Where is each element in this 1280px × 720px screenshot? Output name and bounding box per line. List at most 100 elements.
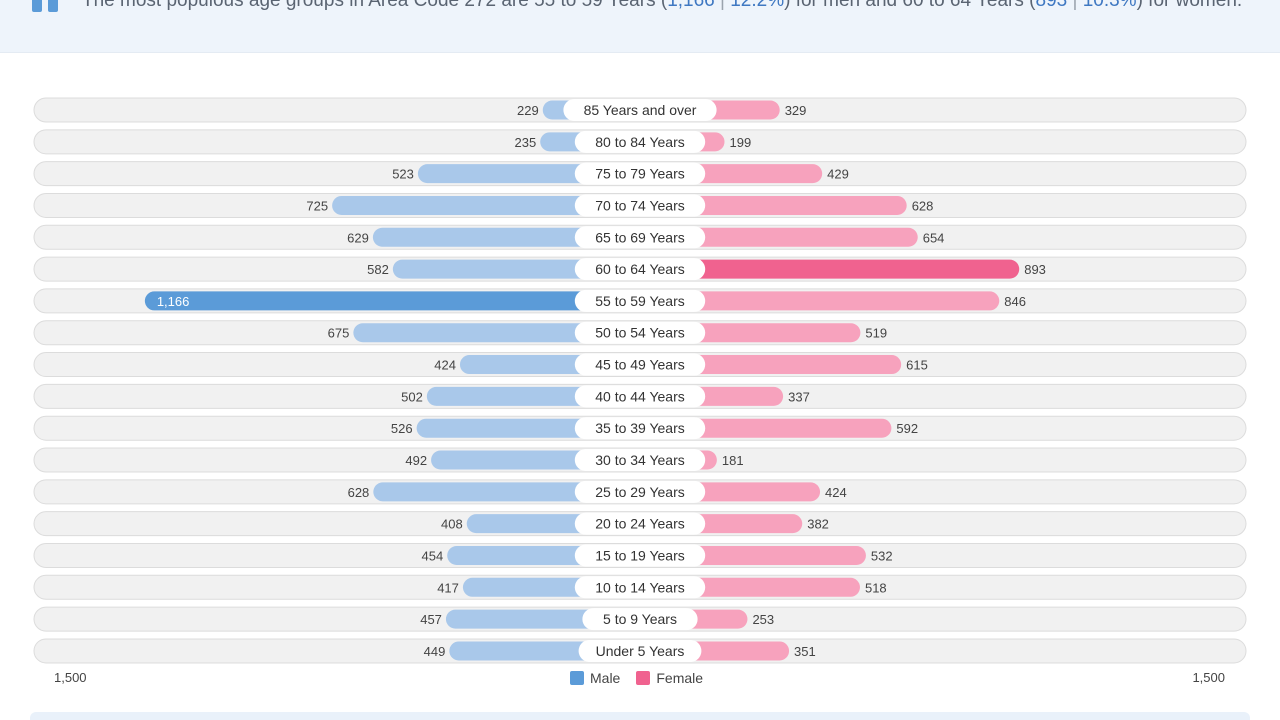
- female-value-label: 329: [785, 103, 807, 118]
- male-value-label: 492: [405, 453, 427, 468]
- category-label: 60 to 64 Years: [595, 261, 685, 277]
- female-bar: [640, 227, 918, 247]
- category-pill: [574, 385, 706, 408]
- quote-icon: [32, 0, 58, 12]
- legend-label-female: Female: [656, 670, 704, 686]
- female-value-label: 181: [722, 453, 744, 468]
- female-value-label: 532: [871, 548, 893, 563]
- category-label: 85 Years and over: [584, 102, 697, 118]
- category-label: 30 to 34 Years: [595, 452, 685, 468]
- female-bar: [640, 291, 1000, 311]
- category-label: 20 to 24 Years: [595, 516, 685, 532]
- male-value-label: 629: [347, 230, 369, 245]
- female-value-label: 628: [912, 198, 934, 213]
- axis-label-left: 1,500: [54, 670, 87, 685]
- male-value-label: 424: [434, 358, 456, 373]
- male-bar: [332, 195, 640, 215]
- summary-male-percent: 12.2%: [730, 0, 785, 11]
- summary-separator: |: [1067, 0, 1083, 11]
- female-value-label: 424: [825, 485, 847, 500]
- female-value-label: 592: [896, 421, 918, 436]
- category-label: 35 to 39 Years: [595, 420, 685, 436]
- summary-male-count: 1,166: [667, 0, 715, 11]
- male-value-label: 235: [515, 135, 537, 150]
- summary-prefix: The most populous age groups in Area Cod…: [82, 0, 668, 11]
- male-bar: [144, 291, 640, 311]
- category-pill: [574, 226, 706, 249]
- category-pill: [574, 289, 706, 312]
- category-label: 25 to 29 Years: [595, 484, 685, 500]
- category-label: 10 to 14 Years: [595, 579, 685, 595]
- category-label: 5 to 9 Years: [603, 611, 677, 627]
- category-pill: [574, 130, 706, 153]
- category-pill: [574, 321, 706, 344]
- male-value-label: 502: [401, 389, 423, 404]
- category-label: 50 to 54 Years: [595, 325, 685, 341]
- category-pill: [574, 480, 706, 503]
- summary-female-percent: 10.3%: [1082, 0, 1137, 11]
- summary-banner: The most populous age groups in Area Cod…: [0, 0, 1280, 53]
- summary-text: The most populous age groups in Area Cod…: [82, 0, 1242, 12]
- category-pill: [574, 544, 706, 567]
- male-value-label: 628: [348, 485, 370, 500]
- female-bar: [640, 259, 1020, 279]
- female-value-label: 519: [865, 326, 887, 341]
- female-value-label: 429: [827, 167, 849, 182]
- female-bar: [640, 355, 902, 375]
- category-label: 45 to 49 Years: [595, 357, 685, 373]
- category-label: 65 to 69 Years: [595, 229, 685, 245]
- female-value-label: 351: [794, 644, 816, 659]
- male-value-label: 526: [391, 421, 413, 436]
- female-value-label: 518: [865, 580, 887, 595]
- summary-suffix: ) for women.: [1136, 0, 1243, 11]
- male-bar: [353, 323, 640, 343]
- summary-female-count: 893: [1035, 0, 1068, 11]
- category-pill: [574, 576, 706, 599]
- category-label: 80 to 84 Years: [595, 134, 685, 150]
- female-value-label: 893: [1024, 262, 1046, 277]
- legend-item-male[interactable]: Male: [570, 670, 620, 686]
- population-pyramid-chart: 229 329 85 Years and over 235 199 80 to 84 Ye…: [33, 97, 1247, 664]
- category-label: 55 to 59 Years: [595, 293, 685, 309]
- category-pill: [574, 258, 706, 281]
- category-pill: [578, 639, 702, 662]
- female-value-label: 846: [1004, 294, 1026, 309]
- male-value-label: 523: [392, 167, 414, 182]
- category-pill: [563, 99, 717, 121]
- male-value-label: 417: [437, 580, 459, 595]
- category-pill: [582, 608, 698, 631]
- category-label: 70 to 74 Years: [595, 197, 685, 213]
- category-pill: [574, 353, 706, 376]
- legend-item-female[interactable]: Female: [636, 670, 703, 686]
- axis-label-right: 1,500: [1192, 670, 1225, 685]
- male-value-label: 582: [367, 262, 389, 277]
- female-value-label: 654: [923, 230, 945, 245]
- category-label: Under 5 Years: [596, 643, 685, 659]
- category-label: 40 to 44 Years: [595, 388, 685, 404]
- female-value-label: 615: [906, 358, 928, 373]
- legend-label-male: Male: [590, 670, 621, 686]
- male-value-label: 675: [328, 326, 350, 341]
- summary-separator: |: [714, 0, 731, 11]
- male-value-label: 454: [421, 548, 443, 563]
- category-pill: [574, 512, 706, 535]
- male-value-label: 229: [517, 103, 539, 118]
- category-label: 75 to 79 Years: [595, 166, 685, 182]
- female-value-label: 382: [807, 517, 829, 532]
- next-section-strip: [30, 712, 1250, 720]
- female-bar: [640, 195, 907, 215]
- female-value-label: 337: [788, 389, 810, 404]
- male-value-label: 457: [420, 612, 442, 627]
- male-value-label: 1,166: [157, 294, 190, 309]
- female-value-label: 199: [730, 135, 752, 150]
- category-pill: [574, 449, 706, 472]
- category-pill: [574, 162, 706, 185]
- legend-swatch-male: [570, 671, 584, 685]
- category-pill: [574, 194, 706, 217]
- female-value-label: 253: [752, 612, 774, 627]
- male-bar: [372, 227, 640, 247]
- legend-swatch-female: [636, 671, 651, 685]
- category-pill: [574, 417, 706, 440]
- summary-middle: ) for men and 60 to 64 Years (: [784, 0, 1036, 11]
- category-label: 15 to 19 Years: [595, 547, 685, 563]
